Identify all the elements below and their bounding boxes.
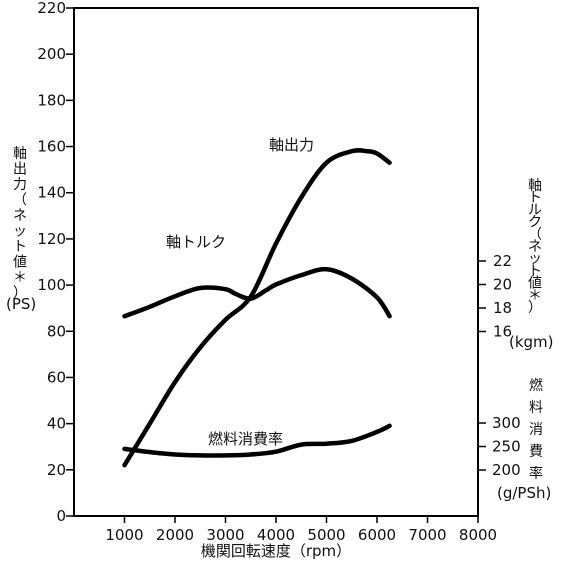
left-tick-label: 160 xyxy=(37,138,66,156)
left-axis-label-char: 力 xyxy=(13,177,27,193)
left-axis-label-char: ネ xyxy=(13,208,27,224)
left-y-ticks: 0 20 40 60 80 100 120 140 160 180 200 220 xyxy=(37,0,74,525)
right-axis-unit-fuel: (g/PSh) xyxy=(497,484,551,502)
fuel-tick-label: 300 xyxy=(492,414,521,432)
series-label-fuel: 燃料消費率 xyxy=(208,430,283,448)
series-line-fuel xyxy=(122,423,392,458)
right-y-ticks-fuel: 200 250 300 xyxy=(478,414,521,479)
series-line-power xyxy=(122,147,392,468)
left-axis-label-char: ッ xyxy=(13,224,27,240)
torque-axis-label-char: 軸 xyxy=(528,178,542,194)
series-lines xyxy=(122,147,392,468)
right-axis-label-fuel: 燃料消費率 xyxy=(529,377,543,482)
x-ticks: 1000 2000 3000 4000 5000 6000 7000 8000 xyxy=(105,516,497,544)
left-axis-label-char: 出 xyxy=(13,162,27,178)
x-tick-label: 1000 xyxy=(105,526,143,544)
torque-tick-label: 16 xyxy=(493,323,512,341)
x-axis-label: 機関回転速度（rpm） xyxy=(201,542,351,560)
fuel-axis-label-char: 料 xyxy=(529,400,543,416)
left-tick-label: 60 xyxy=(47,368,66,386)
torque-tick-label: 18 xyxy=(493,299,512,317)
left-axis-label-char: 軸 xyxy=(13,146,27,162)
plot-frame xyxy=(73,7,479,517)
torque-tick-label: 20 xyxy=(493,276,512,294)
x-tick-label: 2000 xyxy=(156,526,194,544)
torque-axis-label-char: ク xyxy=(528,215,542,231)
x-tick-label: 3000 xyxy=(206,526,244,544)
series-label-power: 軸出力 xyxy=(269,136,314,154)
torque-axis-label-char: ッ xyxy=(528,251,542,267)
left-tick-label: 100 xyxy=(37,276,66,294)
x-tick-label: 5000 xyxy=(307,526,345,544)
torque-axis-label-char: ネ xyxy=(528,239,542,255)
torque-axis-label-char: （ xyxy=(528,227,542,243)
fuel-axis-label-char: 消 xyxy=(529,422,543,438)
fuel-axis-label-char: 費 xyxy=(529,444,543,460)
torque-axis-label-char: ト xyxy=(528,190,542,206)
left-tick-label: 40 xyxy=(47,415,66,433)
x-tick-label: 6000 xyxy=(358,526,396,544)
torque-axis-label-char: ト xyxy=(528,263,542,279)
left-tick-label: 220 xyxy=(37,0,66,17)
left-axis-unit: (PS) xyxy=(6,295,36,313)
fuel-tick-label: 250 xyxy=(492,438,521,456)
x-tick-label: 7000 xyxy=(408,526,446,544)
left-tick-label: 180 xyxy=(37,91,66,109)
torque-tick-label: 22 xyxy=(493,252,512,270)
left-axis-label-char: ト xyxy=(13,239,27,255)
left-tick-label: 80 xyxy=(47,322,66,340)
x-tick-label: 8000 xyxy=(459,526,497,544)
x-tick-label: 4000 xyxy=(257,526,295,544)
left-tick-label: 140 xyxy=(37,184,66,202)
series-label-torque: 軸トルク xyxy=(166,233,226,251)
series-line-torque xyxy=(122,266,392,319)
left-tick-label: 120 xyxy=(37,230,66,248)
right-y-ticks-torque: 16 18 20 22 xyxy=(478,252,512,341)
left-axis-label-char: ＊ xyxy=(13,270,27,286)
left-tick-label: 0 xyxy=(56,507,66,525)
torque-axis-label-char: ） xyxy=(528,300,542,316)
torque-axis-label-char: ル xyxy=(528,202,542,218)
fuel-tick-label: 200 xyxy=(492,461,521,479)
left-tick-label: 200 xyxy=(37,45,66,63)
left-tick-label: 20 xyxy=(47,461,66,479)
left-axis-label-char: （ xyxy=(13,193,27,209)
left-axis-label-char: ） xyxy=(13,286,27,302)
left-axis-label-char: 値 xyxy=(13,255,27,271)
right-axis-unit-torque: (kgm) xyxy=(509,333,554,351)
torque-axis-label-char: ＊ xyxy=(528,288,542,304)
fuel-axis-label-char: 燃 xyxy=(529,377,543,394)
torque-axis-label-char: 値 xyxy=(528,276,542,292)
fuel-axis-label-char: 率 xyxy=(529,465,543,482)
